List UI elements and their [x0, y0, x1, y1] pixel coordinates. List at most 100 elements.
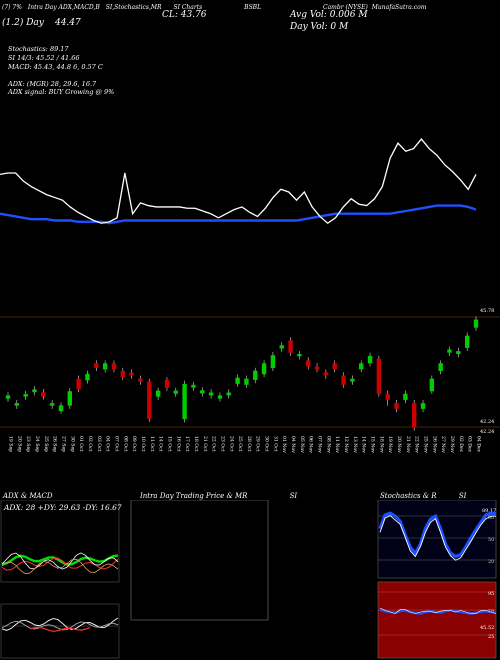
candle-body — [394, 403, 399, 409]
macd-lines — [1, 617, 119, 632]
adx-panel-frame — [0, 500, 120, 583]
date-label: 13 Nov — [352, 436, 358, 453]
date-label: 01 Nov — [281, 436, 287, 453]
date-label: 20 Sep — [16, 436, 22, 452]
candle-body — [420, 403, 426, 409]
date-label: 14 Oct — [158, 436, 164, 452]
candle-body — [235, 377, 240, 384]
date-label: 27 Sep — [60, 436, 66, 452]
date-label: 26 Sep — [52, 436, 58, 452]
candle-body — [447, 349, 452, 353]
date-label: 30 Sep — [69, 436, 75, 452]
si-line — [379, 608, 497, 615]
date-label: 03 Dec — [467, 436, 473, 453]
candle-body — [226, 392, 231, 396]
candle-body — [411, 403, 417, 428]
candle-body — [332, 363, 337, 370]
date-label: 11 Oct — [149, 436, 155, 452]
date-label: 30 Oct — [264, 436, 270, 452]
candle-body — [341, 375, 346, 385]
date-label: 14 Nov — [361, 436, 367, 453]
date-label: 12 Nov — [343, 436, 349, 453]
si-tick-25: 25 — [488, 634, 494, 640]
candle-body — [323, 372, 329, 376]
panel2-title: Intra Day Trading Price & MR SI — [140, 492, 298, 500]
candle-body — [164, 379, 170, 388]
stoch-k-line — [378, 511, 497, 559]
adx-label: ADX: (MGR) 28, 29.6, 16.7 — [8, 80, 97, 88]
moving-average-line — [0, 204, 477, 225]
date-label: 10 Oct — [140, 436, 146, 452]
date-label: 01 Oct — [78, 436, 84, 452]
date-label: 24 Sep — [34, 436, 40, 452]
candle-body — [173, 390, 178, 394]
header-line2: (1.2) Day 44.47 CL: 43.76 Avg Vol: 0.006… — [2, 10, 368, 28]
date-label: 18 Nov — [378, 436, 384, 453]
candle-body — [147, 381, 152, 419]
si-tick-95: 95 — [488, 591, 494, 597]
candle-body — [32, 389, 37, 393]
candle-body — [111, 363, 117, 370]
candle-body — [288, 340, 293, 353]
stoch-tick-20: 20 — [488, 559, 494, 565]
candle-body — [359, 363, 364, 370]
date-label: 23 Oct — [219, 436, 225, 452]
date-label: 21 Oct — [202, 436, 208, 452]
day-volume: Day Vol: 0 M — [290, 22, 349, 32]
date-label: 02 Dec — [458, 436, 464, 453]
candle-body — [385, 393, 390, 400]
candle-body — [367, 355, 373, 364]
candles-group — [5, 316, 479, 431]
date-label: 23 Sep — [25, 436, 31, 452]
date-label: 22 Oct — [211, 436, 217, 452]
stoch-value: 89.17 — [482, 508, 496, 514]
candle-body — [306, 360, 311, 367]
stoch-tick-80: 80 — [488, 515, 494, 521]
si-label: SI 14/3: 45.52 / 41.66 — [8, 54, 80, 62]
date-label: 19 Sep — [8, 436, 14, 452]
candle-body — [473, 319, 479, 328]
candle-body — [94, 363, 99, 368]
stochastics-label: Stochastics: 89.17 — [8, 45, 69, 53]
candle-body — [138, 378, 143, 382]
candle-body — [155, 390, 161, 397]
date-label: 28 Oct — [246, 436, 252, 452]
candle-body — [23, 394, 28, 397]
candle-body — [253, 370, 258, 380]
adx-values: ADX: 28 +DY: 29.63 -DY: 16.67 — [3, 503, 122, 512]
date-label: 03 Oct — [96, 436, 102, 452]
candle-body — [129, 372, 134, 376]
candle-body — [279, 345, 284, 349]
candle-body — [58, 405, 64, 412]
candle-body — [191, 384, 196, 388]
main-chart: 45.78 42.24 42.24 19 Sep 20 Sep 23 Sep 24 S… — [0, 138, 500, 453]
candle-body — [102, 363, 108, 370]
date-label: 04 Oct — [105, 436, 111, 452]
date-label: 31 Oct — [272, 436, 278, 452]
candle-body — [41, 392, 46, 397]
candle-body — [85, 373, 90, 381]
adx-di-line — [1, 558, 119, 575]
date-label: 06 Nov — [308, 436, 314, 453]
price-label-high: 45.78 — [480, 308, 494, 314]
candle-body — [200, 390, 205, 394]
candle-body — [120, 371, 125, 378]
panel1-title: ADX & MACD — [3, 492, 53, 500]
header-line1: (7) 7% Intra Day ADX,MACD,B SI,Stochasti… — [2, 4, 427, 11]
price-label-low1: 42.24 — [480, 419, 494, 425]
price-line — [0, 138, 477, 225]
candle-body — [314, 366, 320, 370]
date-label: 05 Nov — [299, 436, 305, 453]
adx-minus-line — [1, 557, 119, 571]
candle-body — [76, 378, 81, 390]
date-label: 24 Oct — [228, 436, 234, 452]
candle-body — [67, 391, 73, 406]
candle-body — [217, 395, 223, 399]
date-label: 20 Nov — [396, 436, 402, 453]
date-label: 07 Oct — [113, 436, 119, 452]
stoch-d-line — [379, 515, 496, 561]
adx-signal-label: ADX signal: BUY Growing @ 9% — [8, 88, 115, 96]
candle-body — [14, 403, 20, 406]
date-label: 09 Oct — [131, 436, 137, 452]
date-label: 02 Oct — [87, 436, 93, 452]
